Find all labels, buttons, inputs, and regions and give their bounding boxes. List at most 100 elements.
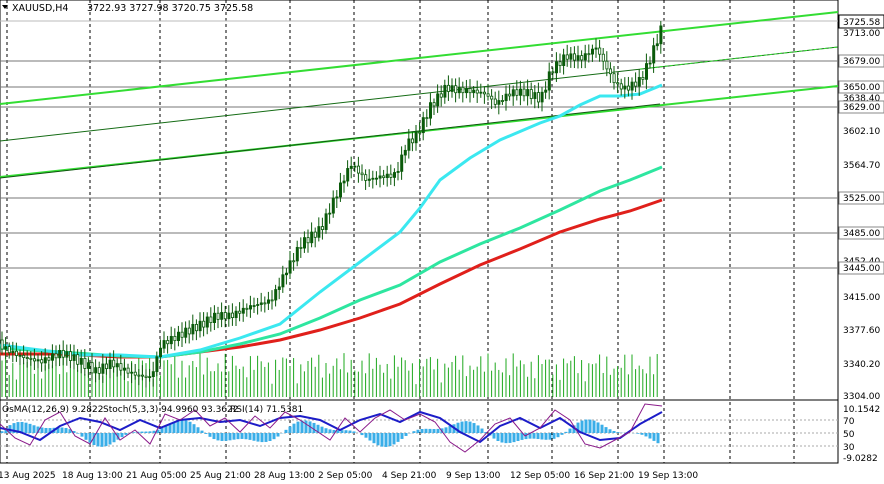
price-tick: 3304.00 [843, 392, 880, 402]
candle-body [619, 83, 623, 90]
candle-body [61, 349, 65, 358]
candle-body [241, 307, 245, 314]
candle-body [382, 175, 386, 179]
candle-body [464, 88, 468, 94]
candle-body [22, 354, 26, 358]
current-price-label: 3725.58 [843, 18, 880, 28]
candle-body [144, 375, 148, 378]
candle-body [353, 165, 357, 168]
triangle-down-icon[interactable] [2, 5, 8, 9]
candle-body [623, 85, 627, 90]
candle-body [432, 102, 436, 107]
candle-body [522, 88, 526, 97]
candle-body [511, 89, 515, 97]
candle-body [234, 310, 238, 319]
candle-body [346, 168, 350, 182]
level-box-3679 [838, 54, 884, 68]
candle-body [565, 54, 569, 60]
candle-body [36, 359, 40, 362]
candle-body [634, 81, 638, 87]
candle-body [166, 340, 170, 345]
level-label-3629: 3629.00 [843, 103, 880, 113]
candle-body [97, 367, 101, 374]
candle-body [227, 312, 231, 320]
indicator-axis: 10.1542 70 50 30 -9.0282 [843, 405, 880, 464]
candle-body [367, 178, 371, 181]
candle-body [155, 356, 159, 373]
level-box-3629 [838, 100, 884, 114]
candle-body [295, 246, 299, 262]
candle-body [274, 289, 278, 301]
candle-body [349, 165, 353, 169]
level-label-3485: 3485.00 [843, 229, 880, 239]
candle-body [306, 237, 310, 244]
candle-body [573, 53, 577, 61]
candle-body [493, 98, 497, 105]
chart-header: XAUUSD,H4 3722.93 3727.98 3720.75 3725.5… [2, 3, 253, 14]
candle-body [148, 376, 152, 379]
candle-body [58, 349, 62, 359]
candle-body [194, 324, 198, 332]
candle-body [360, 172, 364, 176]
candle-body [436, 93, 440, 107]
candle-body [490, 95, 494, 100]
candle-body [180, 331, 184, 338]
candle-body [605, 60, 609, 70]
candle-body [72, 354, 76, 361]
candle-body [130, 371, 134, 374]
time-label: 25 Aug 21:00 [190, 471, 251, 481]
time-axis: 13 Aug 2025 18 Aug 13:00 21 Aug 05:00 25 Au… [0, 471, 698, 481]
candle-body [526, 89, 530, 97]
candle-body [500, 100, 504, 102]
channel-upper-line [0, 11, 839, 105]
price-tick: 3602.10 [843, 127, 880, 137]
candle-body [400, 154, 404, 172]
candle-body [101, 363, 105, 374]
candle-body [583, 53, 587, 61]
candle-body [558, 61, 562, 67]
candle-body [648, 62, 652, 65]
candle-body [504, 93, 508, 102]
candle-body [94, 367, 98, 374]
indicator-level-label: 70 [843, 417, 855, 427]
trend-channel [0, 11, 839, 179]
candle-body [637, 77, 641, 87]
candle-body [389, 173, 393, 178]
candle-body [454, 85, 458, 94]
time-label: 9 Sep 13:00 [446, 471, 501, 481]
candle-body [320, 226, 324, 230]
candle-body [25, 357, 29, 359]
candle-body [385, 173, 389, 179]
candle-body [439, 93, 443, 98]
candle-body [76, 354, 80, 365]
level-box-3445 [838, 261, 884, 275]
level-label-3638: 3638.40 [843, 94, 880, 104]
candle-body [33, 358, 37, 362]
candle-body [133, 371, 137, 376]
level-label-3679: 3679.00 [843, 57, 880, 67]
price-tick: 3713.00 [843, 29, 880, 39]
candle-body [29, 357, 33, 360]
candle-body [245, 307, 249, 310]
candle-body [580, 55, 584, 61]
rsi-line [0, 403, 663, 453]
candle-body [0, 339, 4, 350]
candle-body [140, 374, 144, 377]
candle-body [378, 175, 382, 179]
candle-body [547, 71, 551, 91]
candle-body [281, 274, 285, 288]
level-box-3485 [838, 226, 884, 240]
main-plot-area[interactable] [0, 0, 839, 401]
support-resistance-levels [0, 20, 838, 269]
candle-body [51, 353, 55, 361]
candle-body [396, 170, 400, 173]
indicator-top-value: 10.1542 [843, 405, 880, 415]
candle-body [342, 180, 346, 184]
candle-body [7, 346, 11, 354]
candle-body [313, 231, 317, 238]
candle-body [202, 320, 206, 328]
time-label: 12 Sep 05:00 [510, 471, 570, 481]
candle-body [457, 86, 461, 94]
price-tick: 3340.20 [843, 360, 880, 370]
